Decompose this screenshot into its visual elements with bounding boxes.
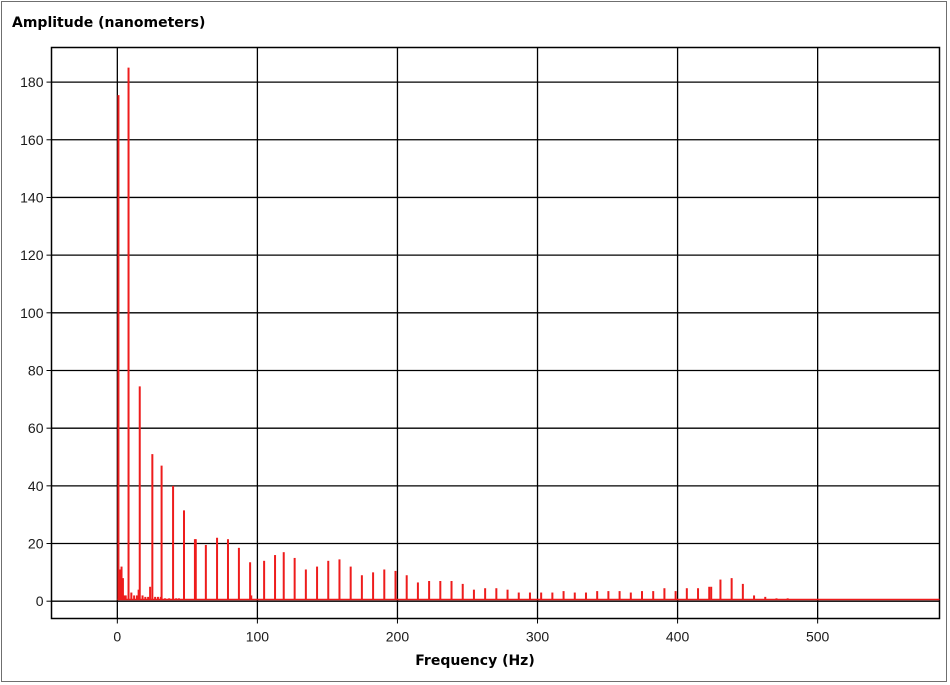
x-tick-label: 400: [666, 629, 690, 645]
y-tick-label: 140: [20, 189, 44, 205]
y-tick-label: 120: [20, 247, 44, 263]
y-tick-label: 180: [20, 74, 44, 90]
spectrum-lines: [117, 67, 940, 601]
y-axis-title: Amplitude (nanometers): [12, 15, 206, 31]
y-tick-label: 160: [20, 132, 44, 148]
x-tick-label: 300: [526, 629, 550, 645]
plot-area: [50, 46, 941, 620]
x-axis-ticks: 0 100 200 300 400 500: [113, 618, 830, 645]
y-tick-label: 80: [28, 362, 44, 378]
y-tick-label: 100: [20, 305, 44, 321]
y-axis-ticks: 0 20 40 60 80 100 120 140 160 180: [20, 74, 52, 609]
x-tick-label: 500: [806, 629, 830, 645]
x-tick-label: 100: [246, 629, 270, 645]
y-tick-label: 40: [28, 478, 44, 494]
x-tick-label: 200: [386, 629, 410, 645]
y-tick-label: 0: [36, 593, 44, 609]
y-tick-label: 20: [28, 536, 44, 552]
y-tick-label: 60: [28, 420, 44, 436]
x-axis-title: Frequency (Hz): [415, 653, 535, 669]
x-tick-label: 0: [113, 629, 121, 645]
grid: [51, 47, 940, 619]
